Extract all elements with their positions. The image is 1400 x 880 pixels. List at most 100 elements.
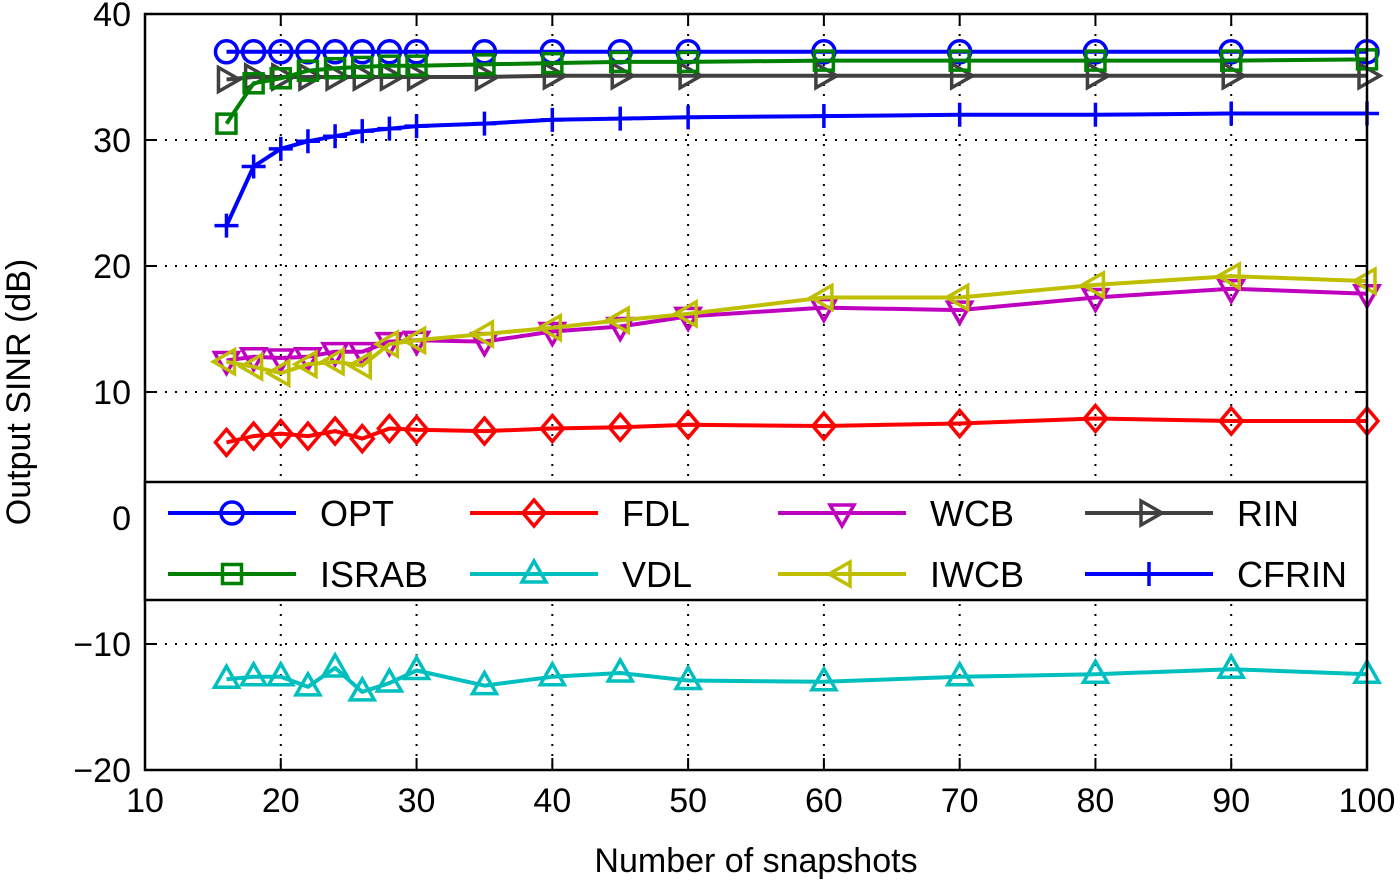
legend-label-rin: RIN [1237, 493, 1299, 534]
data-point-israb [323, 56, 347, 80]
data-point-iwcb [264, 358, 291, 389]
y-tick-label: −10 [73, 626, 131, 664]
data-point-vdl [605, 656, 636, 683]
data-point-wcb [1080, 287, 1111, 315]
data-point-cfrin [241, 154, 266, 179]
legend-marker-iwcb [825, 558, 852, 590]
data-point-vdl [944, 660, 975, 687]
x-tick-label: 100 [1339, 782, 1396, 820]
data-point-fdl [294, 420, 322, 452]
legend-marker-wcb [826, 503, 858, 530]
data-point-iwcb [1214, 261, 1241, 292]
data-point-vdl [537, 660, 568, 687]
data-point-opt [403, 39, 430, 65]
y-tick-label: 0 [112, 500, 131, 538]
data-point-cfrin [540, 107, 565, 132]
data-point-rin [406, 61, 434, 93]
data-point-iwcb [535, 312, 563, 343]
legend: OPT FDL WCB RIN ISRAB VDL IWCB CFRIN [143, 480, 1369, 602]
data-point-wcb [537, 321, 568, 349]
data-point-israb [948, 49, 971, 72]
y-tick-label: 30 [93, 122, 131, 160]
data-point-vdl [469, 669, 500, 696]
data-point-israb [1219, 49, 1243, 72]
x-tick-label: 30 [398, 782, 436, 820]
data-point-vdl [374, 666, 405, 693]
data-point-cfrin [608, 106, 633, 131]
legend-label-wcb: WCB [930, 493, 1014, 534]
data-point-israb [378, 54, 401, 77]
data-point-cfrin [350, 119, 375, 144]
x-tick-label: 90 [1212, 782, 1250, 820]
data-point-vdl [808, 665, 839, 692]
y-tick-label: 20 [93, 248, 131, 286]
data-point-vdl [265, 660, 296, 687]
data-point-iwcb [467, 319, 495, 350]
x-tick-label: 50 [669, 782, 707, 820]
data-point-vdl [1216, 652, 1247, 679]
series-line-vdl [226, 665, 1368, 694]
data-point-iwcb [291, 349, 318, 380]
data-point-fdl [810, 410, 838, 442]
data-point-fdl [348, 422, 376, 455]
y-tick-label: 10 [93, 374, 131, 412]
data-point-israb [269, 67, 293, 90]
data-point-rin [542, 60, 569, 91]
legend-marker-vdl [518, 557, 550, 584]
data-point-iwcb [318, 346, 345, 377]
data-point-opt [213, 39, 240, 65]
data-point-fdl [1082, 402, 1109, 435]
data-point-cfrin [377, 116, 402, 141]
data-point-vdl [292, 670, 323, 697]
legend-item-israb: ISRAB [168, 554, 428, 595]
series-iwcb [209, 261, 1377, 389]
data-point-fdl [321, 415, 349, 447]
legend-item-opt: OPT [168, 493, 394, 534]
data-point-cfrin [811, 104, 836, 129]
data-point-fdl [539, 412, 566, 445]
legend-item-wcb: WCB [778, 493, 1014, 534]
data-point-iwcb [345, 350, 372, 381]
data-point-iwcb [209, 346, 237, 377]
series-wcb [211, 278, 1383, 378]
data-point-israb [812, 49, 836, 72]
data-point-opt [240, 39, 267, 65]
data-point-fdl [946, 407, 973, 440]
series-vdl [211, 651, 1383, 702]
data-point-fdl [471, 415, 498, 447]
data-point-cfrin [1219, 101, 1244, 126]
data-point-rin [474, 61, 501, 93]
legend-marker-opt [219, 500, 245, 526]
data-point-vdl [211, 662, 242, 690]
x-tick-label: 10 [126, 782, 164, 820]
legend-box [143, 480, 1369, 602]
data-point-cfrin [268, 136, 293, 161]
data-point-israb [242, 72, 265, 95]
data-point-cfrin [676, 105, 701, 130]
legend-label-opt: OPT [320, 493, 394, 534]
legend-marker-cfrin [1137, 562, 1161, 586]
axis-ticks: 10 20 30 40 50 60 70 80 90 100 −20 −10 0 10 20 30 40 [73, 0, 1395, 820]
data-point-iwcb [1350, 266, 1377, 297]
data-point-iwcb [372, 329, 400, 360]
data-point-wcb [1216, 278, 1247, 306]
series-rin [216, 60, 1384, 95]
legend-label-fdl: FDL [622, 493, 690, 534]
data-point-israb [608, 50, 632, 74]
legend-marker-fdl [520, 497, 548, 529]
data-point-vdl [347, 675, 378, 702]
data-point-israb [405, 54, 428, 77]
data-point-fdl [240, 420, 267, 452]
data-point-iwcb [237, 351, 264, 382]
data-point-fdl [213, 426, 240, 459]
data-point-israb [215, 112, 238, 135]
x-tick-label: 20 [262, 782, 300, 820]
legend-item-vdl: VDL [470, 554, 692, 595]
data-point-wcb [944, 300, 975, 327]
y-axis-label: Output SINR (dB) [0, 259, 38, 525]
legend-marker-rin [1139, 497, 1166, 529]
legend-label-vdl: VDL [622, 554, 692, 595]
data-point-cfrin [295, 129, 320, 154]
data-point-iwcb [943, 282, 970, 313]
